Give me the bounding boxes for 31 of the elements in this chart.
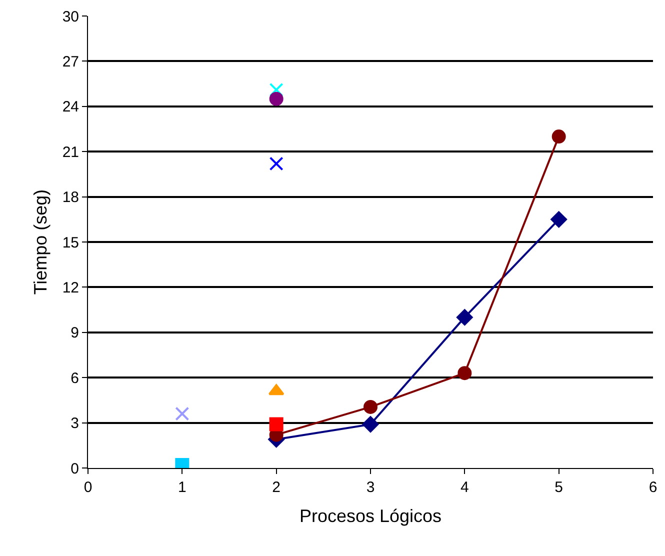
x-tick-label: 0 — [84, 479, 92, 496]
point — [550, 211, 567, 228]
x-tick-label: 2 — [272, 479, 280, 496]
y-tick-label: 21 — [62, 144, 79, 161]
y-tick-label: 12 — [62, 279, 79, 296]
x-tick-label: 6 — [648, 479, 658, 496]
point — [269, 82, 284, 97]
y-tick-label: 30 — [62, 8, 79, 26]
y-tick-label: 24 — [62, 98, 79, 116]
point — [456, 309, 473, 326]
y-tick-label: 6 — [70, 370, 79, 387]
point — [362, 416, 379, 432]
y-tick-label: 0 — [70, 460, 79, 478]
point — [552, 130, 566, 144]
point — [175, 406, 190, 421]
y-tick-label: 3 — [70, 415, 79, 432]
x-tick-label: 4 — [460, 479, 469, 496]
point — [364, 400, 378, 414]
x-tick-label: 5 — [554, 479, 563, 496]
x-tick-label: 1 — [178, 479, 186, 496]
point — [269, 156, 284, 171]
y-tick-label: 15 — [62, 234, 79, 252]
y-tick-label: 18 — [62, 189, 79, 206]
x-axis-title: Procesos Lógicos — [299, 506, 442, 526]
y-tick-label: 9 — [70, 324, 79, 342]
x-tick-label: 3 — [366, 479, 375, 496]
point — [269, 417, 284, 432]
y-tick-label: 27 — [62, 53, 79, 70]
y-axis-title: Tiempo (seg) — [30, 189, 51, 295]
point — [458, 366, 472, 380]
point — [269, 92, 284, 106]
